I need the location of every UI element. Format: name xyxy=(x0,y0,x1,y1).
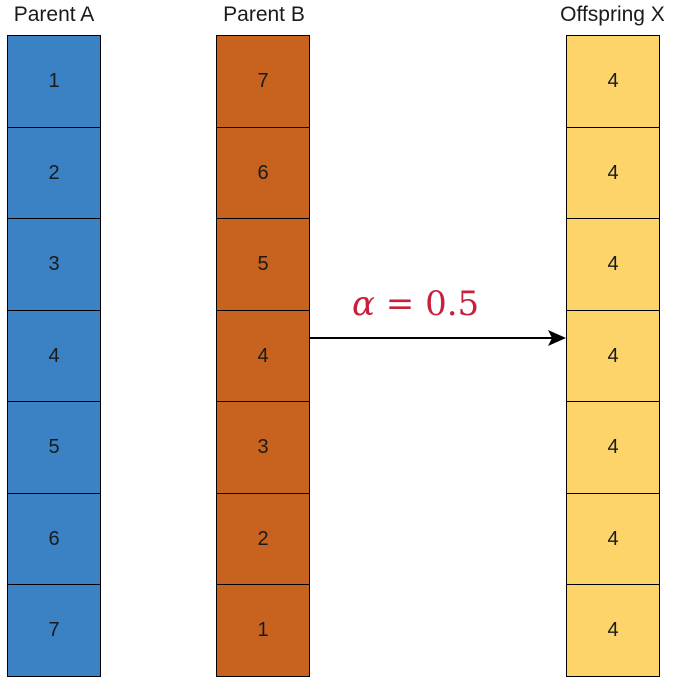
parent-a-gene-1: 1 xyxy=(7,35,101,128)
offspring-x-gene-1: 4 xyxy=(566,35,660,128)
parent-a-gene-7: 7 xyxy=(7,584,101,677)
parent-a-gene-3: 3 xyxy=(7,218,101,311)
offspring-x-title: Offspring X xyxy=(560,3,665,26)
parent-a-gene-6: 6 xyxy=(7,492,101,586)
parent-b-chromosome: 7 6 5 4 3 2 1 xyxy=(216,35,310,677)
parent-b-gene-5: 3 xyxy=(216,401,310,494)
parent-b-gene-4: 4 xyxy=(216,309,310,403)
offspring-x-gene-5: 4 xyxy=(566,401,660,494)
offspring-x-chromosome: 4 4 4 4 4 4 4 xyxy=(566,35,660,677)
parent-a-gene-4: 4 xyxy=(7,309,101,403)
offspring-x-gene-3: 4 xyxy=(566,218,660,311)
parent-a-title: Parent A xyxy=(13,3,95,26)
parent-b-gene-1: 7 xyxy=(216,35,310,128)
offspring-x-gene-2: 4 xyxy=(566,126,660,220)
parent-b-gene-2: 6 xyxy=(216,126,310,220)
parent-a-chromosome: 1 2 3 4 5 6 7 xyxy=(7,35,101,677)
alpha-label: α = 0.5 xyxy=(352,284,479,324)
parent-a-gene-2: 2 xyxy=(7,126,101,220)
parent-b-gene-7: 1 xyxy=(216,584,310,677)
alpha-symbol: α xyxy=(352,284,375,324)
alpha-operator: = xyxy=(374,284,426,324)
parent-b-title: Parent B xyxy=(223,3,305,26)
offspring-x-gene-6: 4 xyxy=(566,492,660,586)
offspring-x-gene-7: 4 xyxy=(566,584,660,677)
crossover-arrow-head xyxy=(548,330,566,346)
offspring-x-gene-4: 4 xyxy=(566,309,660,403)
alpha-value: 0.5 xyxy=(425,284,480,324)
parent-a-gene-5: 5 xyxy=(7,401,101,494)
parent-b-gene-6: 2 xyxy=(216,492,310,586)
parent-b-gene-3: 5 xyxy=(216,218,310,311)
